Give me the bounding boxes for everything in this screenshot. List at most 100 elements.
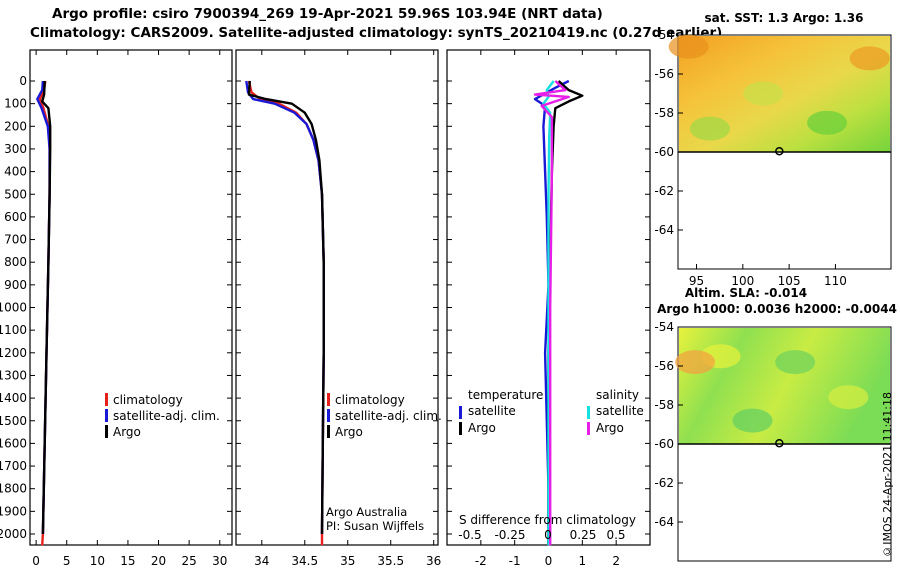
map-patch [689, 116, 730, 141]
x-tick-label: 0 [32, 554, 40, 568]
y-tick-label: -56 [654, 67, 674, 81]
map-patch [775, 350, 816, 375]
y-tick-label: 1500 [0, 414, 27, 428]
legend: climatology satellite-adj. clim. Argo [105, 393, 220, 439]
y-tick-label: 1900 [0, 504, 27, 518]
map-patch [828, 385, 869, 410]
temperature-profile: 0100200300400500600700800900100011001200… [0, 49, 233, 568]
title-line-2: Climatology: CARS2009. Satellite-adjuste… [30, 25, 723, 41]
x-tick-label: 10 [90, 554, 105, 568]
legend-swatch [327, 393, 330, 406]
x-tick-label: -2 [475, 554, 487, 568]
legend-label: Argo [596, 421, 624, 435]
y-tick-label: 1800 [0, 482, 27, 496]
map-patch [675, 350, 716, 375]
y-tick-label: 1600 [0, 436, 27, 450]
y-tick-label: 700 [4, 233, 27, 247]
sst-map: -54 -56 -58 -60 -62 -64 95 100 105 110 sat. SST: 1… [654, 11, 892, 288]
legend-label: Argo [113, 425, 141, 439]
x-tick-label: 35.5 [377, 554, 404, 568]
x-tick-label: 95 [689, 274, 704, 288]
x-tick-label: 25 [182, 554, 197, 568]
y-tick-label: 1000 [0, 301, 27, 315]
x-tick-label: 15 [120, 554, 135, 568]
x-tick-label: 5 [63, 554, 71, 568]
y-tick-label: 2000 [0, 527, 27, 541]
credit-text: PI: Susan Wijffels [326, 519, 424, 533]
legend-swatch [105, 409, 108, 422]
y-tick-label: -58 [654, 398, 674, 412]
y-tick-label: 1700 [0, 459, 27, 473]
legend-label: satellite [468, 404, 516, 418]
argo-marker [775, 146, 784, 156]
y-tick-label: 1200 [0, 346, 27, 360]
y-tick-label: -60 [654, 145, 674, 159]
map-title: Altim. SLA: -0.014 [685, 286, 807, 300]
x-tick-label: 36 [426, 554, 441, 568]
map-patch [807, 110, 848, 135]
argo-marker [775, 438, 784, 448]
plot-frame [235, 49, 439, 546]
y-tick-label: 800 [4, 255, 27, 269]
legend-swatch [105, 393, 108, 406]
legend-swatch [327, 409, 330, 422]
x-tick-label: 35 [340, 554, 355, 568]
legend-swatch [459, 406, 462, 419]
y-tick-label: 1300 [0, 368, 27, 382]
x-tick-label-secondary: 0.25 [570, 528, 597, 542]
y-tick-label: -60 [654, 437, 674, 451]
x-tick-label: 34.5 [291, 554, 318, 568]
y-tick-label: -62 [654, 476, 674, 490]
map-patch [668, 34, 709, 59]
x-tick-label-secondary: -0.5 [458, 528, 481, 542]
x-tick-label: 1 [579, 554, 587, 568]
legend-label: Argo [335, 425, 363, 439]
legend-label: satellite-adj. clim. [335, 409, 442, 423]
footer-timestamp: ©IMOS 24-Apr-2021 11:41:18 [881, 392, 894, 558]
y-tick-label: 500 [4, 187, 27, 201]
y-tick-label: -64 [654, 515, 674, 529]
x-tick-label-secondary: 0 [544, 528, 552, 542]
x-tick-label: -1 [509, 554, 521, 568]
x-tick-label: 0 [545, 554, 553, 568]
x-tick-label-secondary: -0.25 [494, 528, 525, 542]
y-tick-label: -54 [654, 320, 674, 334]
y-tick-label: 100 [4, 97, 27, 111]
series-line [247, 80, 325, 535]
legend-label: climatology [113, 393, 183, 407]
y-tick-label: 1100 [0, 323, 27, 337]
series-line [533, 80, 570, 546]
credit-text: Argo Australia [326, 505, 407, 519]
y-tick-label: -62 [654, 184, 674, 198]
y-tick-label: 900 [4, 278, 27, 292]
legend: climatology satellite-adj. clim. Argo [327, 393, 442, 439]
legend-swatch [587, 422, 590, 435]
legend-title: temperature [468, 388, 543, 402]
legend-swatch [327, 425, 330, 438]
y-tick-label: -56 [654, 359, 674, 373]
y-tick-label: 600 [4, 210, 27, 224]
x-tick-label-secondary: 0.5 [606, 528, 625, 542]
legend-label: Argo [468, 421, 496, 435]
sla-map: -54 -56 -58 -60 -62 -64 Altim. SLA: -0.014 Argo… [654, 286, 897, 562]
y-tick-label: 400 [4, 165, 27, 179]
x-tick-label: 20 [151, 554, 166, 568]
x-tick-label: 34 [254, 554, 269, 568]
y-tick-label: -58 [654, 106, 674, 120]
x-tick-label: 110 [824, 274, 847, 288]
legend-swatch [105, 425, 108, 438]
legend-swatch [459, 422, 462, 435]
map-patch [732, 408, 773, 433]
map-title: sat. SST: 1.3 Argo: 1.36 [704, 11, 863, 25]
x-tick-label: 105 [778, 274, 801, 288]
series-line [533, 79, 570, 546]
x-axis-label: S difference from climatology [459, 513, 636, 527]
y-tick-label: 0 [19, 74, 27, 88]
map-patch [743, 81, 784, 106]
legend-label: climatology [335, 393, 405, 407]
legend-title: salinity [596, 388, 639, 402]
x-tick-label: 2 [612, 554, 620, 568]
legend-label: satellite [596, 404, 644, 418]
x-tick-label: 30 [212, 554, 227, 568]
